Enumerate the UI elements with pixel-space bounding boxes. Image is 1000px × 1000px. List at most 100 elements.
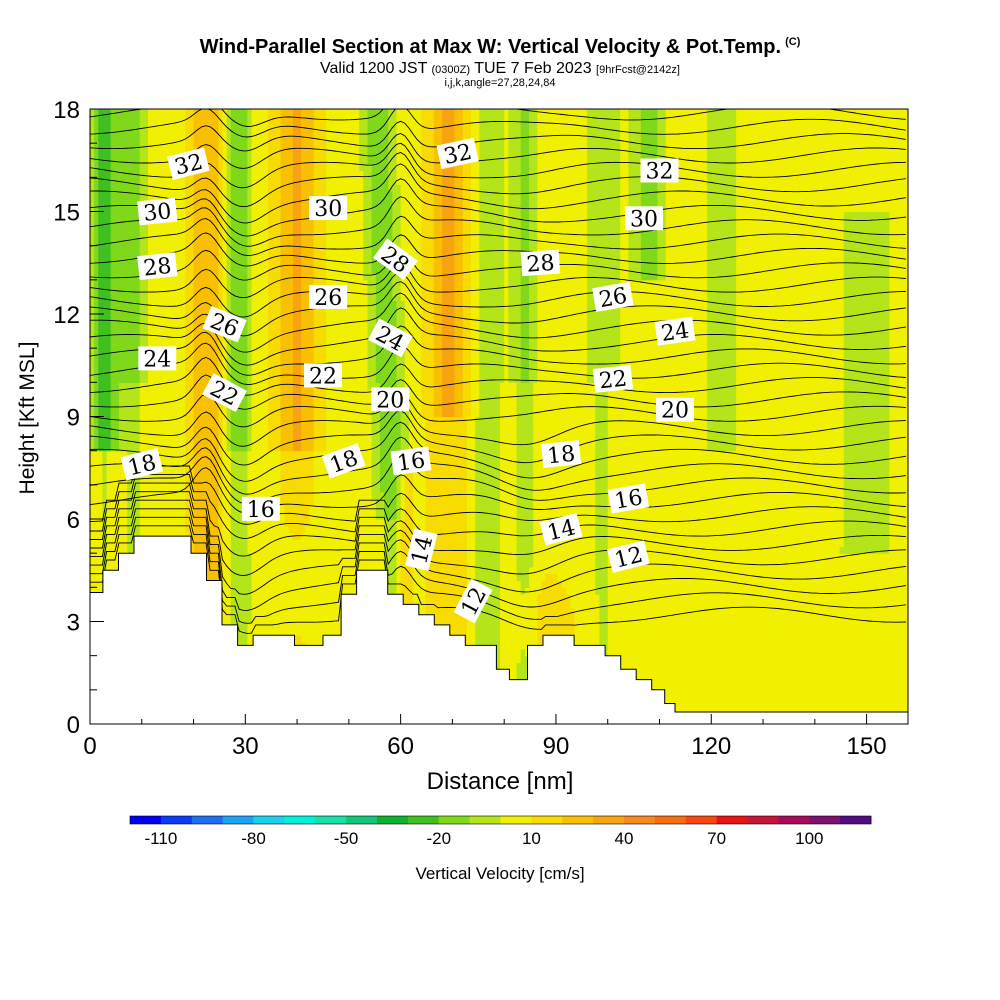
velocity-cell — [160, 293, 166, 301]
velocity-cell — [230, 478, 236, 486]
velocity-cell — [292, 430, 298, 438]
velocity-cell — [156, 409, 162, 418]
velocity-cell — [239, 245, 244, 254]
velocity-cell — [118, 450, 124, 459]
velocity-cell — [127, 416, 133, 424]
velocity-cell — [193, 423, 199, 431]
velocity-cell — [98, 546, 104, 554]
velocity-cell — [176, 402, 182, 411]
velocity-cell — [181, 218, 186, 226]
velocity-cell — [131, 156, 137, 165]
velocity-cell — [251, 457, 257, 465]
velocity-cell — [176, 382, 182, 390]
velocity-cell — [94, 143, 99, 151]
velocity-cell — [114, 327, 120, 336]
velocity-cell — [114, 491, 120, 500]
velocity-cell — [201, 348, 207, 356]
velocity-cell — [239, 471, 244, 479]
velocity-cell — [189, 232, 195, 240]
velocity-cell — [94, 437, 99, 445]
velocity-cell — [147, 156, 153, 165]
velocity-cell — [280, 430, 286, 438]
velocity-cell — [243, 218, 248, 226]
velocity-cell — [98, 320, 104, 329]
velocity-cell — [259, 368, 265, 377]
velocity-cell — [189, 389, 195, 397]
velocity-cell — [280, 368, 286, 377]
velocity-cell — [160, 402, 166, 411]
velocity-cell — [193, 546, 199, 554]
velocity-cell — [164, 115, 170, 124]
velocity-cell — [181, 225, 186, 233]
velocity-cell — [106, 553, 112, 561]
velocity-cell — [102, 464, 108, 472]
velocity-cell — [114, 245, 120, 254]
velocity-cell — [288, 191, 294, 199]
velocity-cell — [305, 286, 311, 295]
velocity-cell — [313, 437, 319, 445]
velocity-cell — [263, 594, 269, 602]
velocity-cell — [218, 443, 224, 452]
velocity-cell — [313, 457, 319, 465]
velocity-cell — [135, 512, 141, 520]
velocity-cell — [189, 355, 195, 363]
velocity-cell — [226, 184, 232, 192]
velocity-cell — [301, 156, 306, 165]
velocity-cell — [251, 136, 257, 144]
velocity-cell — [239, 197, 244, 206]
velocity-cell — [284, 621, 290, 629]
velocity-cell — [201, 532, 207, 541]
velocity-cell — [226, 348, 232, 356]
velocity-cell — [131, 498, 137, 506]
velocity-cell — [263, 416, 269, 424]
velocity-cell — [172, 184, 178, 192]
velocity-cell — [255, 601, 261, 609]
velocity-cell — [251, 109, 257, 117]
velocity-cell — [305, 156, 311, 165]
velocity-cell — [185, 437, 190, 445]
velocity-cell — [135, 136, 141, 144]
velocity-cell — [98, 136, 104, 144]
velocity-cell — [288, 129, 294, 137]
velocity-cell — [284, 628, 290, 636]
velocity-cell — [94, 341, 99, 349]
velocity-cell — [139, 389, 145, 397]
velocity-cell — [156, 327, 162, 336]
velocity-cell — [214, 416, 219, 424]
velocity-cell — [276, 389, 282, 397]
velocity-cell — [288, 368, 294, 377]
velocity-cell — [255, 443, 261, 452]
velocity-cell — [152, 389, 157, 397]
velocity-cell — [131, 307, 137, 315]
velocity-cell — [230, 204, 236, 213]
velocity-cell — [189, 546, 195, 554]
velocity-cell — [135, 430, 141, 438]
velocity-cell — [255, 348, 261, 356]
velocity-cell — [288, 115, 294, 124]
velocity-cell — [251, 320, 257, 329]
velocity-cell — [309, 341, 315, 349]
velocity-cell — [110, 320, 116, 329]
velocity-cell — [297, 573, 302, 582]
velocity-cell — [102, 320, 108, 329]
velocity-cell — [263, 259, 269, 267]
velocity-cell — [156, 286, 162, 295]
velocity-cell — [313, 218, 319, 226]
velocity-cell — [230, 129, 236, 137]
velocity-cell — [247, 573, 253, 582]
velocity-cell — [280, 519, 286, 527]
velocity-cell — [118, 238, 124, 247]
velocity-cell — [205, 156, 211, 165]
velocity-cell — [152, 245, 157, 254]
velocity-cell — [147, 368, 153, 377]
velocity-cell — [297, 430, 302, 438]
velocity-cell — [226, 464, 232, 472]
velocity-cell — [234, 170, 240, 178]
velocity-cell — [251, 109, 257, 110]
velocity-cell — [193, 437, 199, 445]
velocity-cell — [143, 478, 149, 486]
velocity-cell — [214, 546, 219, 554]
velocity-cell — [268, 396, 273, 404]
velocity-cell — [189, 293, 195, 301]
velocity-cell — [218, 109, 224, 110]
